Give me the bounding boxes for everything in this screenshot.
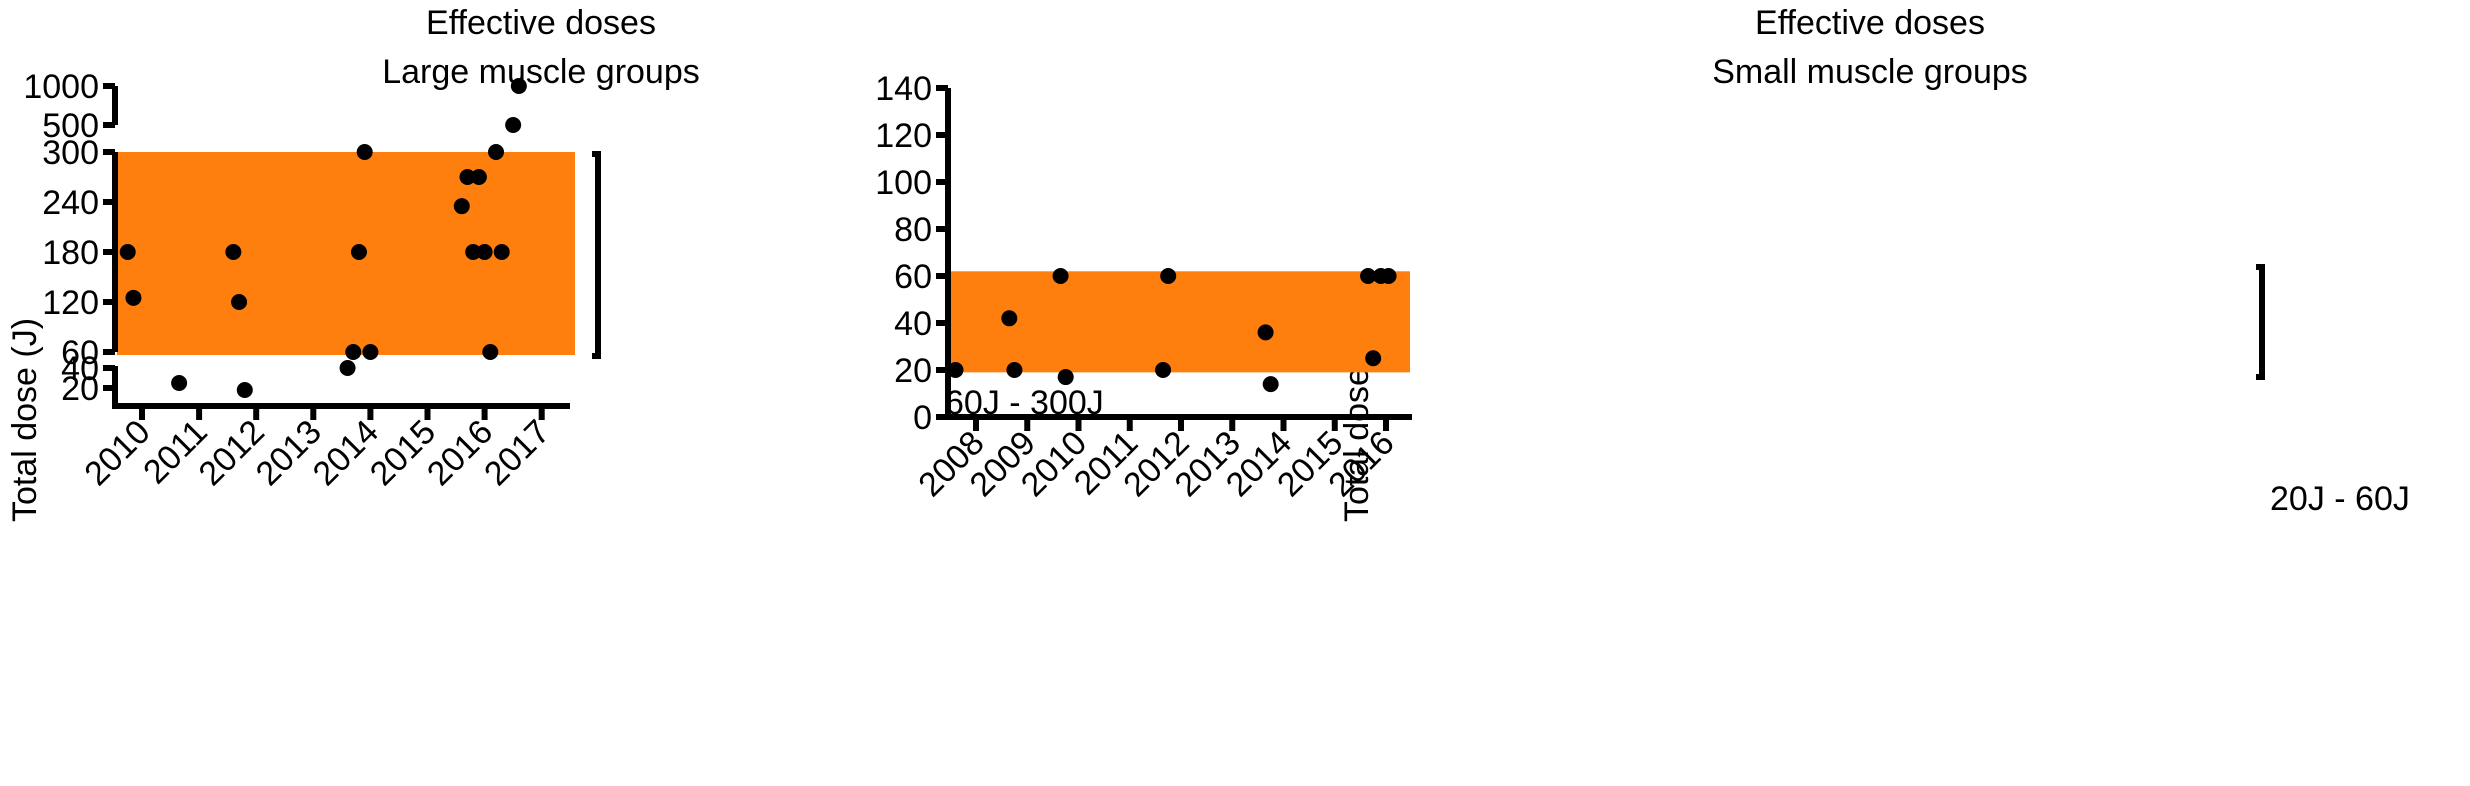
chart1-data-point xyxy=(225,244,242,260)
chart2-data-point xyxy=(1360,268,1377,284)
chart1-data-point xyxy=(482,344,499,360)
chart1-data-point xyxy=(510,78,527,94)
chart1-y-tick-label: 240 xyxy=(42,184,99,222)
chart2-bracket-label: 20J - 60J xyxy=(2270,480,2410,518)
chart1-y-tick-label: 60 xyxy=(61,334,99,372)
chart2-data-point xyxy=(1052,268,1069,284)
chart2-y-tick-label: 140 xyxy=(875,70,932,108)
chart2-data-point xyxy=(1262,376,1279,393)
chart2-y-tick-label: 120 xyxy=(875,117,932,155)
chart1-data-point xyxy=(459,169,476,185)
chart2-subtitle: Small muscle groups xyxy=(1712,53,2028,91)
chart1-data-point xyxy=(453,198,470,215)
chart2-y-tick-label: 80 xyxy=(894,211,932,249)
chart1-data-point xyxy=(339,360,356,376)
chart2-data-point xyxy=(1160,268,1177,284)
chart1-data-point xyxy=(362,344,379,360)
chart2-dose-band xyxy=(951,271,1410,373)
chart1-x-tick-label: 2014 xyxy=(306,413,386,493)
chart1-data-point xyxy=(125,289,142,306)
chart1-data-point xyxy=(119,244,136,260)
chart1-data-point xyxy=(465,244,482,260)
chart2-data-point xyxy=(1155,362,1172,378)
chart1-y-tick-label: 500 xyxy=(42,107,99,145)
chart1-y-tick-label: 20 xyxy=(61,370,99,408)
chart1-x-tick-label: 2016 xyxy=(420,413,500,493)
chart1-y-tick-label: 1000 xyxy=(23,68,99,106)
chart-small-muscle-groups: Effective doses Small muscle groups Tota… xyxy=(875,4,2410,522)
chart1-y-tick-label: 180 xyxy=(42,234,99,272)
chart2-y-tick-label: 40 xyxy=(894,305,932,343)
chart1-x-tick-label: 2011 xyxy=(136,413,215,492)
chart2-data-point xyxy=(1257,324,1274,341)
chart2-y-tick-label: 100 xyxy=(875,164,932,202)
chart2-data-point xyxy=(1057,369,1074,386)
chart1-data-point xyxy=(476,244,493,260)
chart1-data-point xyxy=(356,144,373,160)
chart1-data-point xyxy=(231,294,248,310)
chart2-data-point xyxy=(1365,350,1382,367)
chart-large-muscle-groups: Effective doses Large muscle groups Tota… xyxy=(6,4,1104,522)
chart2-data-point xyxy=(1006,362,1023,378)
chart1-y-tick-label: 120 xyxy=(42,284,99,322)
chart1-y-axis-label: Total dose (J) xyxy=(6,318,44,522)
chart1-x-tick-label: 2010 xyxy=(77,413,157,493)
chart1-data-point xyxy=(345,344,362,360)
chart2-data-point xyxy=(1380,268,1397,284)
chart1-data-point xyxy=(488,144,505,160)
chart2-data-point xyxy=(947,362,964,378)
chart1-range-bracket xyxy=(592,151,601,359)
chart1-x-tick-label: 2013 xyxy=(249,413,329,493)
chart1-data-point xyxy=(350,244,367,260)
chart1-subtitle: Large muscle groups xyxy=(382,53,700,91)
chart1-x-tick-label: 2012 xyxy=(192,413,272,493)
chart2-y-tick-label: 0 xyxy=(913,399,932,437)
chart1-y-tick-label: 300 xyxy=(42,134,99,172)
chart2-y-tick-label: 20 xyxy=(894,352,932,390)
chart1-x-tick-label: 2017 xyxy=(477,413,557,493)
chart1-y-tick-label: 40 xyxy=(61,350,99,388)
chart2-range-bracket xyxy=(2256,264,2265,380)
chart1-data-point xyxy=(493,244,510,260)
chart1-data-point xyxy=(171,375,188,391)
chart1-title: Effective doses xyxy=(426,4,656,42)
chart1-x-tick-label: 2015 xyxy=(363,413,443,493)
chart2-y-tick-label: 60 xyxy=(894,258,932,296)
chart1-data-point xyxy=(505,117,522,133)
chart1-data-point xyxy=(470,169,487,185)
chart2-data-point xyxy=(1001,310,1018,327)
chart1-data-point xyxy=(236,382,253,398)
chart2-title: Effective doses xyxy=(1755,4,1985,42)
